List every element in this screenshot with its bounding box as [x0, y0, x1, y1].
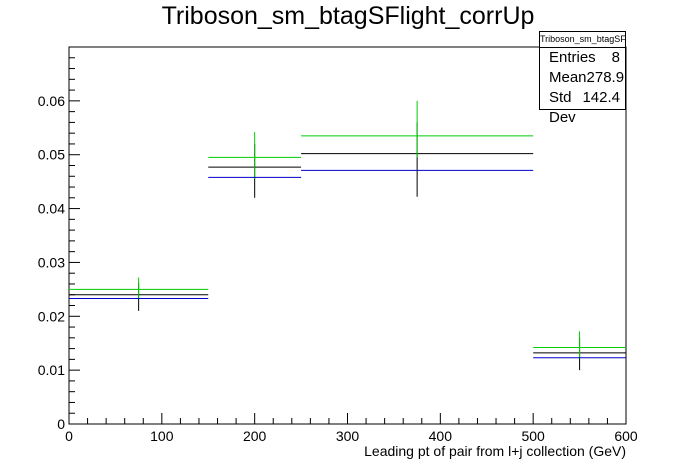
stats-box: Triboson_sm_btagSFlight_corrUp Entries 8… — [539, 31, 626, 126]
stats-row-stddev: Std Dev 142.4 — [540, 88, 625, 126]
y-tick-label: 0 — [57, 416, 65, 432]
x-tick-label: 300 — [336, 428, 360, 444]
y-tick-label: 0.05 — [38, 147, 65, 163]
x-tick-label: 500 — [521, 428, 545, 444]
stats-value-mean: 278.9 — [586, 69, 625, 86]
stats-row-entries: Entries 8 — [540, 48, 625, 68]
x-axis-label: Leading pt of pair from l+j collection (… — [364, 443, 626, 459]
y-tick-label: 0.03 — [38, 254, 65, 270]
x-tick-label: 100 — [150, 428, 174, 444]
x-tick-label: 200 — [243, 428, 267, 444]
stats-title: Triboson_sm_btagSFlight_corrUp — [540, 32, 625, 48]
chart-title: Triboson_sm_btagSFlight_corrUp — [161, 2, 535, 30]
x-tick-label: 400 — [429, 428, 453, 444]
y-tick-label: 0.01 — [38, 362, 65, 378]
stats-value-stddev: 142.4 — [582, 89, 620, 106]
y-tick-label: 0.06 — [38, 93, 65, 109]
stats-value-entries: 8 — [611, 49, 620, 66]
y-tick-label: 0.02 — [38, 308, 65, 324]
stats-label-entries: Entries — [549, 49, 596, 66]
x-tick-label: 0 — [65, 428, 73, 444]
y-tick-label: 0.04 — [38, 201, 65, 217]
stats-label-stddev: Std Dev — [549, 89, 576, 126]
stats-label-mean: Mean — [549, 69, 587, 86]
x-tick-label: 600 — [614, 428, 638, 444]
stats-row-mean: Mean 278.9 — [540, 68, 625, 88]
